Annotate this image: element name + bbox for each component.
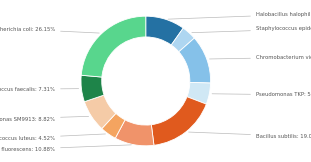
Text: Pseudoalteromonas SM9913: 8.82%: Pseudoalteromonas SM9913: 8.82% xyxy=(0,116,89,122)
Wedge shape xyxy=(84,95,116,129)
Wedge shape xyxy=(187,82,211,104)
Wedge shape xyxy=(81,16,146,77)
Wedge shape xyxy=(81,75,104,102)
Wedge shape xyxy=(171,28,194,52)
Text: Micrococcus luteus: 4.52%: Micrococcus luteus: 4.52% xyxy=(0,134,105,141)
Wedge shape xyxy=(179,38,211,83)
Text: Pseudomonas TKP: 5.88%: Pseudomonas TKP: 5.88% xyxy=(212,92,311,97)
Text: Chromobacterium violaceum: 13.33%: Chromobacterium violaceum: 13.33% xyxy=(210,55,311,60)
Text: Halobacillus halophilus: 10.87%: Halobacillus halophilus: 10.87% xyxy=(168,12,311,19)
Text: Enterococcus faecalis: 7.31%: Enterococcus faecalis: 7.31% xyxy=(0,87,79,92)
Wedge shape xyxy=(102,113,125,138)
Text: Bacillus subtilis: 19.05%: Bacillus subtilis: 19.05% xyxy=(188,132,311,139)
Wedge shape xyxy=(151,97,206,145)
Wedge shape xyxy=(146,16,183,45)
Text: Escherichia coli: 26.15%: Escherichia coli: 26.15% xyxy=(0,27,99,33)
Text: Staphylococcus epidermidis: 4.08%: Staphylococcus epidermidis: 4.08% xyxy=(192,26,311,33)
Wedge shape xyxy=(115,120,154,146)
Text: Pseudomonas fluorescens: 10.88%: Pseudomonas fluorescens: 10.88% xyxy=(0,145,131,152)
